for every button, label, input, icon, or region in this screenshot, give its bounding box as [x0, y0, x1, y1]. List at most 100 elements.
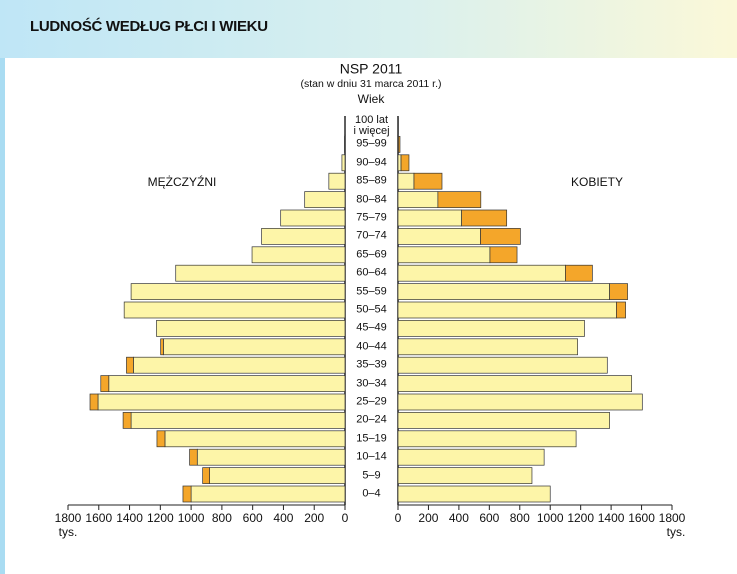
bar — [304, 191, 346, 208]
y-tick-label: 50–54 — [356, 303, 387, 316]
side-label: KOBIETY — [571, 175, 623, 189]
y-tick-label: 35–39 — [356, 358, 387, 371]
y-tick-label: 40–44 — [356, 340, 387, 353]
bar — [196, 448, 346, 466]
excess-bar — [400, 154, 410, 172]
excess-bar — [182, 485, 192, 503]
x-tick-label: 400 — [449, 511, 469, 525]
excess-bar — [489, 246, 518, 264]
x-tick-label: 400 — [273, 511, 293, 525]
y-tick-label: 10–14 — [356, 450, 387, 463]
bar — [397, 412, 610, 429]
bar — [397, 467, 533, 484]
bar — [397, 430, 577, 448]
x-tick-label: 0 — [395, 511, 402, 525]
side-label: MĘŻCZYŹNI — [148, 174, 217, 189]
bar — [209, 467, 346, 484]
excess-bar — [398, 136, 401, 153]
y-tick-label: 20–24 — [356, 413, 387, 426]
chart-subtitle: (stan w dniu 31 marca 2011 r.) — [300, 78, 441, 90]
excess-bar — [100, 375, 110, 392]
bar — [397, 338, 578, 356]
y-tick-label: 45–49 — [356, 321, 387, 334]
y-tick-label: 5–9 — [362, 469, 381, 482]
bar — [175, 264, 346, 282]
y-tick-label: 15–19 — [356, 432, 387, 445]
excess-bar — [189, 448, 198, 466]
y-tick-label: 85–89 — [356, 174, 387, 187]
y-axis-label: Wiek — [358, 92, 386, 106]
bar — [328, 172, 346, 190]
bar — [280, 209, 346, 227]
bar — [130, 283, 346, 300]
bar — [397, 301, 617, 319]
bar — [123, 301, 346, 319]
bar — [397, 154, 402, 172]
bar — [397, 283, 610, 300]
bar — [397, 485, 551, 503]
bar — [341, 154, 346, 172]
excess-bar — [202, 467, 210, 484]
x-tick-label: 1600 — [85, 511, 112, 525]
bar — [397, 356, 608, 374]
y-tick-label: 90–94 — [356, 156, 387, 169]
y-tick-label: 0–4 — [362, 487, 381, 500]
bar — [397, 228, 481, 245]
excess-bar — [89, 393, 99, 411]
x-tick-label: 800 — [212, 511, 232, 525]
y-tick-label: 30–34 — [356, 377, 387, 390]
bar — [130, 412, 346, 429]
excess-bar — [156, 430, 166, 448]
excess-bar — [461, 209, 508, 227]
x-tick-label: 1400 — [116, 511, 143, 525]
x-tick-label: 1200 — [147, 511, 174, 525]
y-tick-label: 100 lat i więcej — [353, 114, 390, 137]
bar — [397, 172, 415, 190]
x-tick-label: 1600 — [628, 511, 655, 525]
x-tick-label: 1800 — [55, 511, 82, 525]
x-unit: tys. — [667, 525, 686, 539]
chart-title: NSP 2011 — [340, 61, 403, 77]
bar — [397, 393, 643, 411]
bar — [397, 191, 439, 208]
bar — [108, 375, 346, 392]
bar — [190, 485, 346, 503]
excess-bar — [160, 338, 164, 356]
excess-bar — [565, 264, 593, 282]
bar — [97, 393, 346, 411]
x-tick-label: 1400 — [598, 511, 625, 525]
bar — [397, 320, 585, 337]
excess-bar — [122, 412, 132, 429]
x-tick-label: 200 — [304, 511, 324, 525]
bar — [156, 320, 346, 337]
bar — [261, 228, 346, 245]
y-tick-label: 25–29 — [356, 395, 387, 408]
excess-bar — [609, 283, 628, 300]
y-tick-label: 65–69 — [356, 248, 387, 261]
bar — [164, 430, 346, 448]
bar — [163, 338, 346, 356]
x-tick-label: 1200 — [567, 511, 594, 525]
y-tick-label: 70–74 — [356, 229, 387, 242]
excess-bar — [616, 301, 626, 319]
excess-bar — [413, 172, 443, 190]
y-tick-label: 55–59 — [356, 285, 387, 298]
x-tick-label: 600 — [479, 511, 499, 525]
x-tick-label: 1000 — [178, 511, 205, 525]
y-tick-label: 75–79 — [356, 211, 387, 224]
y-tick-label: 95–99 — [356, 137, 387, 150]
bar — [251, 246, 346, 264]
x-tick-label: 600 — [243, 511, 263, 525]
y-tick-label: 80–84 — [356, 193, 387, 206]
excess-bar — [437, 191, 482, 208]
x-tick-label: 0 — [342, 511, 349, 525]
bar — [133, 356, 346, 374]
bar — [397, 264, 566, 282]
y-tick-label: 60–64 — [356, 266, 387, 279]
excess-bar — [126, 356, 134, 374]
x-unit: tys. — [59, 525, 78, 539]
header: LUDNOŚĆ WEDŁUG PŁCI I WIEKU — [0, 0, 737, 58]
excess-bar — [480, 228, 521, 245]
